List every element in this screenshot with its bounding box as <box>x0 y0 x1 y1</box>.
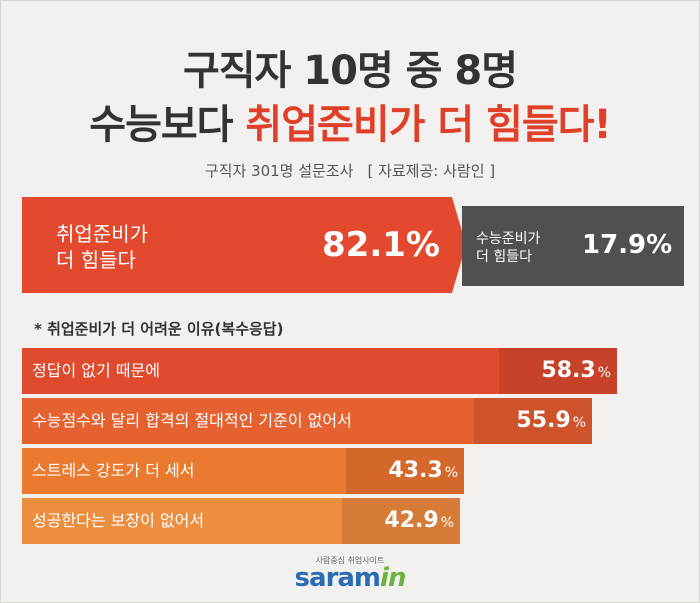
reason-bar-value: 55.9% <box>516 398 586 444</box>
source-credit: [ 자료제공: 사람인 ] <box>367 162 496 180</box>
label-line: 수능준비가 <box>476 231 541 247</box>
reason-bar-label: 스트레스 강도가 더 세서 <box>32 461 195 480</box>
reason-bar: 55.9% 수능점수와 달리 합격의 절대적인 기준이 없어서 <box>22 398 592 444</box>
reason-bar-value-box: 55.9% <box>474 398 592 444</box>
reason-bar-value-number: 58.3 <box>541 358 596 383</box>
reason-bar-value-box: 42.9% <box>342 498 460 544</box>
comparison-label-job-prep: 취업준비가 더 힘들다 <box>56 221 148 273</box>
comparison-bar-job-prep: 취업준비가 더 힘들다 82.1% <box>22 197 452 293</box>
headline-line2: 수능보다 취업준비가 더 힘들다! <box>0 92 700 150</box>
reason-bar: 43.3% 스트레스 강도가 더 세서 <box>22 448 464 494</box>
reason-bar-value-number: 42.9 <box>384 508 439 533</box>
comparison-value-suneung-prep: 17.9% <box>582 230 673 260</box>
reason-bar-label: 수능점수와 달리 합격의 절대적인 기준이 없어서 <box>32 411 352 430</box>
reason-bar-value-number: 55.9 <box>516 408 571 433</box>
reason-bar-value-unit: % <box>597 365 611 381</box>
reason-bar-value-unit: % <box>572 415 586 431</box>
label-line: 취업준비가 <box>56 222 148 246</box>
reason-bar-value-unit: % <box>444 465 458 481</box>
logo-name-accent: in <box>380 563 406 593</box>
reasons-bar-chart: 58.3% 정답이 없기 때문에 55.9% 수능점수와 달리 합격의 절대적인 기준… <box>22 348 642 548</box>
label-line: 더 힘들다 <box>56 248 136 272</box>
survey-subtitle: 구직자 301명 설문조사 [ 자료제공: 사람인 ] <box>0 160 700 181</box>
reason-bar-value-box: 58.3% <box>499 348 617 394</box>
reason-bar: 58.3% 정답이 없기 때문에 <box>22 348 617 394</box>
reason-bar-value-box: 43.3% <box>346 448 464 494</box>
reasons-chart-title: * 취업준비가 더 어려운 이유(복수응답) <box>34 320 284 338</box>
reason-bar-label: 성공한다는 보장이 없어서 <box>32 511 205 530</box>
headline-line1: 구직자 10명 중 8명 <box>182 48 518 94</box>
reason-bar-value-unit: % <box>440 515 454 531</box>
saramin-logo: saramin <box>0 563 700 593</box>
reason-bar-value: 43.3% <box>388 448 458 494</box>
logo-name-main: saram <box>294 563 381 593</box>
label-line: 더 힘들다 <box>476 249 532 265</box>
comparison-value-job-prep: 82.1% <box>322 225 440 265</box>
reason-bar: 42.9% 성공한다는 보장이 없어서 <box>22 498 460 544</box>
reason-bar-value-number: 43.3 <box>388 458 443 483</box>
reason-bar-value: 42.9% <box>384 498 454 544</box>
headline-line2-prefix: 수능보다 <box>89 102 246 148</box>
reason-bar-label: 정답이 없기 때문에 <box>32 361 160 380</box>
survey-description: 구직자 301명 설문조사 <box>204 162 354 180</box>
headline-line2-accent: 취업준비가 더 힘들다! <box>245 102 611 148</box>
logo-tagline: 사람중심 취업사이트 <box>315 556 385 565</box>
reason-bar-value: 58.3% <box>541 348 611 394</box>
